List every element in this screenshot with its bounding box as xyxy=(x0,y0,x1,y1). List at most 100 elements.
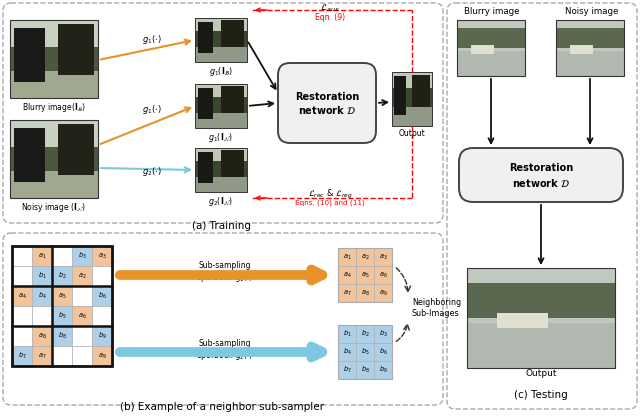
Bar xyxy=(392,88,432,107)
Bar xyxy=(12,306,32,326)
Text: $\mathcal{L}_{rec}$ & $\mathcal{L}_{reg}$: $\mathcal{L}_{rec}$ & $\mathcal{L}_{reg}… xyxy=(308,187,353,201)
Bar xyxy=(556,51,624,76)
Bar xyxy=(10,120,98,147)
Bar xyxy=(221,150,244,176)
Bar xyxy=(467,268,615,323)
Text: Output: Output xyxy=(525,370,557,379)
Text: $a_4$: $a_4$ xyxy=(342,270,351,280)
Bar xyxy=(52,346,72,366)
Bar xyxy=(356,343,374,361)
Text: $a_3$: $a_3$ xyxy=(379,252,387,262)
Bar xyxy=(195,148,247,161)
Bar xyxy=(356,284,374,302)
Bar xyxy=(10,20,98,47)
Text: $a_6$: $a_6$ xyxy=(379,270,387,280)
Text: $a_5$: $a_5$ xyxy=(58,291,67,301)
Text: (c) Testing: (c) Testing xyxy=(514,390,568,400)
Text: $a_9$: $a_9$ xyxy=(379,288,387,298)
Bar xyxy=(338,248,392,302)
Text: $b_6$: $b_6$ xyxy=(97,291,106,301)
Bar xyxy=(195,84,247,128)
Bar xyxy=(356,325,374,343)
Text: $a_9$: $a_9$ xyxy=(98,352,106,361)
Bar xyxy=(92,306,112,326)
Bar xyxy=(72,346,92,366)
Text: $a_6$: $a_6$ xyxy=(77,311,86,321)
FancyBboxPatch shape xyxy=(278,63,376,143)
Bar xyxy=(32,266,52,286)
Bar xyxy=(92,266,112,286)
Text: Eqn. (9): Eqn. (9) xyxy=(315,13,345,21)
Text: $a_7$: $a_7$ xyxy=(38,352,46,361)
Bar xyxy=(195,18,247,62)
Text: $b_1$: $b_1$ xyxy=(38,271,46,281)
Bar xyxy=(467,323,615,368)
Bar xyxy=(15,28,45,82)
Text: $a_7$: $a_7$ xyxy=(343,288,351,298)
Bar xyxy=(198,87,213,119)
FancyBboxPatch shape xyxy=(459,148,623,202)
Bar xyxy=(221,20,244,46)
Text: network $\mathcal{D}$: network $\mathcal{D}$ xyxy=(512,177,570,189)
Bar xyxy=(457,20,525,51)
Bar xyxy=(356,266,374,284)
Text: $b_4$: $b_4$ xyxy=(342,347,351,357)
Bar xyxy=(195,97,247,112)
Bar xyxy=(10,20,98,98)
Bar xyxy=(195,31,247,46)
Text: Sub-sampling: Sub-sampling xyxy=(199,262,252,270)
Bar xyxy=(32,306,52,326)
Text: $g_2(\cdot)$: $g_2(\cdot)$ xyxy=(142,166,162,178)
Bar xyxy=(195,18,247,31)
Text: $b_2$: $b_2$ xyxy=(360,329,369,339)
Bar xyxy=(374,361,392,379)
Bar xyxy=(12,246,112,366)
Bar xyxy=(221,86,244,112)
Text: Noisy image ($\mathbf{I}_{\mathcal{N}}$): Noisy image ($\mathbf{I}_{\mathcal{N}}$) xyxy=(21,201,86,214)
Bar xyxy=(52,266,72,286)
Bar xyxy=(92,346,112,366)
Bar xyxy=(457,51,525,76)
Bar xyxy=(394,76,406,115)
Bar xyxy=(10,147,98,171)
Bar xyxy=(92,286,112,306)
Bar xyxy=(374,343,392,361)
Bar xyxy=(12,266,32,286)
Text: $b_6$: $b_6$ xyxy=(378,347,387,357)
Text: $b_8$: $b_8$ xyxy=(58,331,67,341)
Text: $b_4$: $b_4$ xyxy=(38,291,47,301)
Bar xyxy=(52,306,72,326)
Text: $b_5$: $b_5$ xyxy=(361,347,369,357)
Text: $b_2$: $b_2$ xyxy=(58,271,67,281)
Text: $b_9$: $b_9$ xyxy=(379,365,387,375)
Text: $b_8$: $b_8$ xyxy=(360,365,369,375)
Bar xyxy=(198,151,213,183)
Text: Blurry image: Blurry image xyxy=(464,8,520,16)
Text: $b_1$: $b_1$ xyxy=(342,329,351,339)
Bar xyxy=(58,24,93,74)
Text: operation $g_2(\cdot)$: operation $g_2(\cdot)$ xyxy=(196,349,253,362)
Text: $b_3$: $b_3$ xyxy=(77,251,86,261)
Bar xyxy=(72,306,92,326)
Text: Restoration: Restoration xyxy=(509,163,573,173)
Text: Restoration: Restoration xyxy=(295,92,359,102)
Bar xyxy=(467,268,615,368)
Text: $g_1(\mathbf{I}_{\mathcal{N}})$: $g_1(\mathbf{I}_{\mathcal{N}})$ xyxy=(209,131,234,144)
Bar xyxy=(338,325,392,379)
Text: Blurry image($\mathbf{I}_{\mathcal{B}}$): Blurry image($\mathbf{I}_{\mathcal{B}}$) xyxy=(22,101,86,114)
Bar xyxy=(356,248,374,266)
Bar xyxy=(195,112,247,128)
Bar xyxy=(12,286,32,306)
Bar xyxy=(374,325,392,343)
Bar xyxy=(497,313,548,328)
Bar xyxy=(467,283,615,318)
Bar xyxy=(392,72,432,88)
Bar xyxy=(195,176,247,192)
Bar xyxy=(10,47,98,71)
Bar xyxy=(52,326,72,346)
Text: (a) Training: (a) Training xyxy=(193,221,252,231)
Text: $g_2(\mathbf{I}_{\mathcal{N}})$: $g_2(\mathbf{I}_{\mathcal{N}})$ xyxy=(209,195,234,208)
Bar xyxy=(52,286,72,306)
Bar xyxy=(356,361,374,379)
Text: Eqns. (10) and (11): Eqns. (10) and (11) xyxy=(295,200,365,206)
